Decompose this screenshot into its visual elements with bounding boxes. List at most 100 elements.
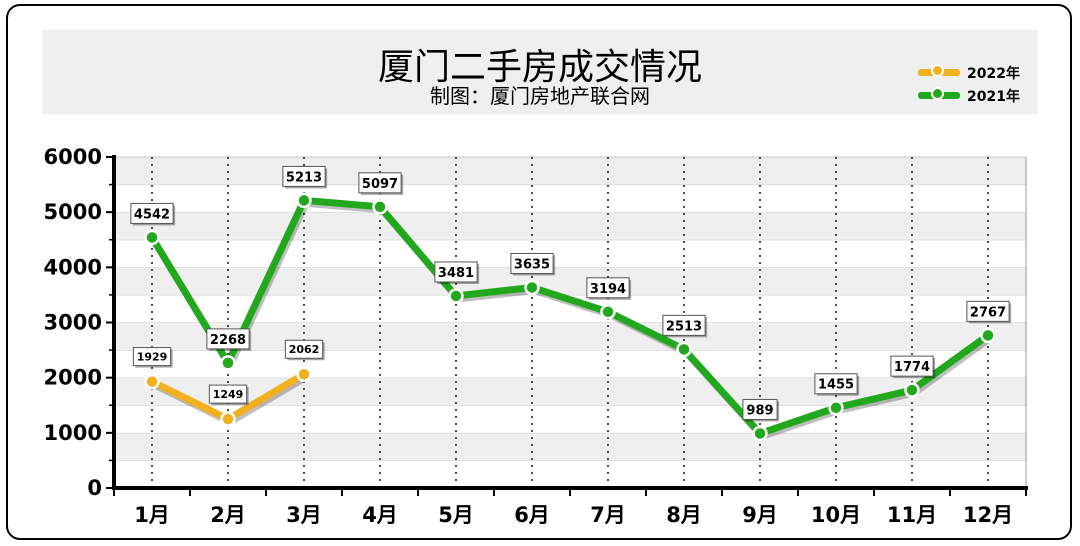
data-label: 1929	[132, 347, 173, 368]
grid-band	[114, 184, 1026, 213]
x-tick-label: 12月	[963, 503, 1013, 527]
legend-label-2021: 2021年	[967, 89, 1020, 105]
x-tick-label: 3月	[286, 503, 322, 527]
data-label: 3481	[434, 261, 480, 284]
data-label: 2513	[662, 314, 708, 338]
data-label-text: 3481	[438, 266, 474, 281]
chart-title: 厦门二手房成交情况	[377, 47, 702, 88]
data-label-text: 2767	[970, 305, 1006, 320]
data-point	[752, 425, 768, 442]
data-label-box	[208, 384, 248, 404]
grid-band	[114, 460, 1026, 488]
data-label-box	[282, 165, 326, 187]
grid-band	[114, 212, 1026, 240]
data-label: 3194	[586, 277, 632, 300]
data-label-box	[130, 202, 174, 224]
y-tick-label: 3000	[44, 311, 102, 335]
data-point	[600, 304, 616, 320]
data-label-text: 1929	[137, 351, 168, 364]
data-label-box	[586, 277, 630, 299]
data-label-box	[966, 300, 1010, 322]
data-label-text: 5213	[286, 170, 322, 185]
legend-dot-2021	[931, 87, 944, 100]
data-label: 5213	[282, 165, 328, 189]
x-tick-label: 10月	[811, 503, 861, 527]
data-label: 2268	[206, 328, 252, 351]
y-tick-label: 5000	[44, 200, 102, 224]
grid-bands	[114, 156, 1027, 488]
y-tick-label: 4000	[44, 255, 102, 279]
y-axis-ticks: 0 1000 2000 3000 4000 5000 6000	[44, 145, 114, 500]
data-point	[372, 199, 388, 215]
grid-band	[114, 157, 1026, 185]
legend-item-2021: 2021年	[912, 85, 1042, 107]
data-point	[296, 366, 312, 382]
legend-label-2022: 2022年	[967, 66, 1020, 82]
data-label: 1249	[208, 384, 249, 406]
data-label-text: 1249	[213, 388, 244, 401]
data-point	[296, 192, 312, 209]
data-label-text: 1774	[894, 360, 930, 375]
data-label-text: 4542	[134, 207, 170, 222]
data-point	[904, 382, 920, 398]
data-label-text: 1455	[818, 378, 854, 393]
x-tick-label: 2月	[210, 503, 246, 527]
title-panel	[42, 30, 1038, 114]
data-label: 989	[742, 398, 780, 422]
data-label-box	[206, 328, 250, 350]
data-point	[524, 279, 540, 296]
data-label: 1774	[890, 355, 936, 379]
x-tick-label: 8月	[666, 503, 702, 527]
x-tick-label: 1月	[134, 503, 170, 527]
grid-band	[114, 405, 1026, 433]
data-point	[980, 327, 996, 344]
grid-band	[114, 350, 1026, 378]
x-tick-label: 7月	[590, 503, 626, 527]
data-point	[676, 341, 692, 358]
chart-subtitle: 制图：厦门房地产联合网	[430, 84, 650, 108]
data-label-box	[890, 355, 934, 377]
data-label: 2062	[284, 339, 325, 361]
x-tick-label: 6月	[514, 503, 550, 527]
data-point	[144, 229, 160, 246]
data-label: 3635	[510, 252, 556, 276]
data-label-box	[284, 339, 324, 359]
x-tick-label: 4月	[362, 503, 398, 527]
y-tick-label: 6000	[44, 145, 102, 169]
x-axis-ticks: 1月 2月 3月 4月 5月 6月 7月 8月 9月 10月 11月 12月	[113, 488, 1027, 527]
series-lines	[144, 192, 996, 442]
data-label-text: 3194	[590, 282, 626, 297]
data-label-box	[358, 172, 402, 194]
data-label-box	[662, 314, 706, 336]
data-label: 2767	[966, 300, 1012, 324]
data-point	[220, 355, 236, 371]
data-label-box	[742, 398, 778, 420]
grid-band	[114, 432, 1026, 461]
grid-band	[114, 239, 1026, 268]
x-tick-label: 5月	[438, 503, 474, 527]
data-label-text: 5097	[362, 177, 398, 192]
y-tick-label: 0	[87, 476, 102, 500]
data-point	[220, 411, 236, 427]
data-point	[448, 288, 464, 304]
data-label: 1455	[814, 373, 860, 396]
legend-item-2022: 2022年	[912, 62, 1042, 84]
data-label-text: 2268	[210, 333, 246, 348]
x-tick-label: 9月	[742, 503, 778, 527]
data-label-text: 3635	[514, 257, 550, 272]
data-label-box	[434, 261, 478, 283]
grid-band	[114, 267, 1026, 295]
x-tick-label: 11月	[887, 503, 937, 527]
data-point	[828, 399, 844, 416]
data-label-box	[510, 252, 554, 274]
data-label-text: 2513	[666, 319, 702, 334]
y-tick-label: 2000	[44, 366, 102, 390]
data-label-text: 2062	[289, 343, 320, 356]
data-label: 4542	[130, 202, 176, 226]
data-point	[144, 373, 160, 390]
data-label-text: 989	[746, 403, 773, 418]
series-line	[148, 196, 992, 437]
data-label-box	[132, 347, 172, 367]
data-labels: 1929 1249 2062 4542 2268 5213 5097 3481 3635 3194…	[130, 165, 1012, 422]
